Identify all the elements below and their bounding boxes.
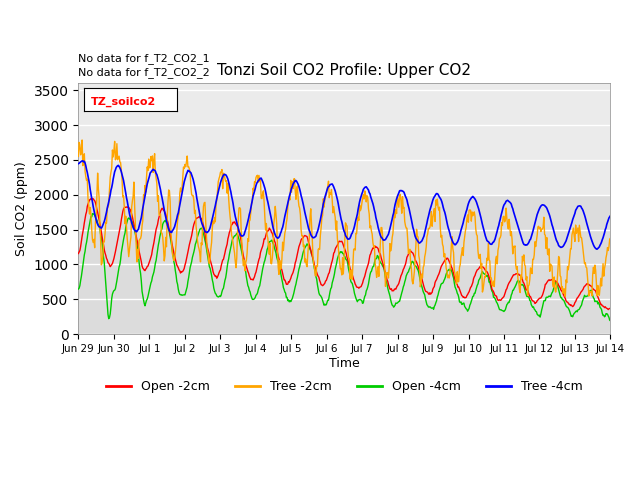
- Text: No data for f_T2_CO2_1: No data for f_T2_CO2_1: [79, 53, 210, 64]
- Legend: Open -2cm, Tree -2cm, Open -4cm, Tree -4cm: Open -2cm, Tree -2cm, Open -4cm, Tree -4…: [101, 375, 588, 398]
- Text: No data for f_T2_CO2_2: No data for f_T2_CO2_2: [79, 67, 210, 78]
- Bar: [79, 84, 611, 195]
- Bar: [79, 195, 611, 334]
- Title: Tonzi Soil CO2 Profile: Upper CO2: Tonzi Soil CO2 Profile: Upper CO2: [218, 63, 472, 78]
- X-axis label: Time: Time: [329, 357, 360, 370]
- Y-axis label: Soil CO2 (ppm): Soil CO2 (ppm): [15, 161, 28, 256]
